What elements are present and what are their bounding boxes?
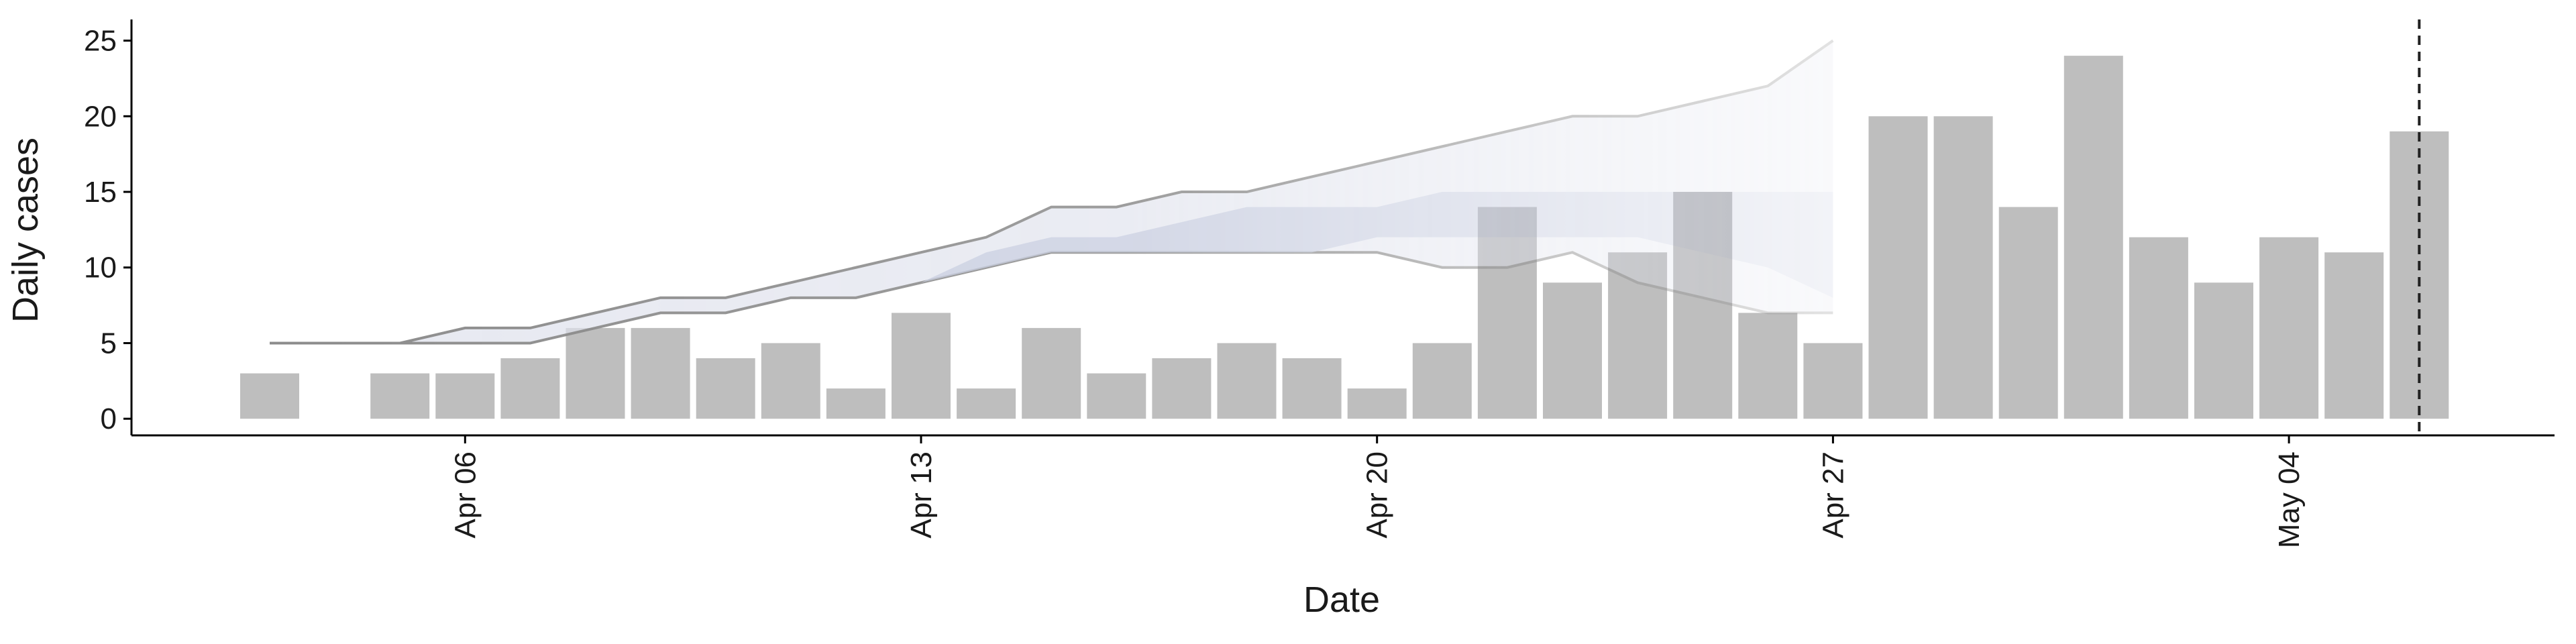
- band-fill: [921, 192, 1833, 298]
- band-upper-line: [270, 39, 1834, 345]
- bar: [1217, 343, 1277, 419]
- bar: [1152, 358, 1212, 419]
- bar: [2324, 252, 2384, 419]
- bar: [1738, 313, 1798, 419]
- y-axis-label: Daily cases: [5, 138, 46, 323]
- bar: [826, 388, 885, 419]
- x-tick-label: May 04: [2273, 451, 2306, 548]
- x-tick-label: Apr 27: [1817, 451, 1849, 539]
- bar: [1282, 358, 1342, 419]
- bar: [2390, 131, 2449, 419]
- bar: [1347, 388, 1407, 419]
- bar: [631, 327, 690, 419]
- bar: [435, 373, 495, 419]
- bar: [1868, 116, 1928, 419]
- bar: [1412, 343, 1472, 419]
- x-tick-label: Apr 20: [1361, 451, 1394, 539]
- x-tick-label: Apr 06: [449, 451, 482, 539]
- bar: [500, 358, 560, 419]
- y-tick-label: 25: [84, 25, 117, 58]
- y-tick-label: 0: [101, 402, 117, 435]
- bar: [370, 373, 430, 419]
- y-tick-label: 20: [84, 100, 117, 133]
- bar: [1022, 327, 1081, 419]
- bar: [240, 373, 299, 419]
- y-tick-label: 10: [84, 252, 117, 284]
- bar: [1087, 373, 1146, 419]
- y-tick-label: 5: [101, 327, 117, 360]
- bar: [761, 343, 820, 419]
- projection: [270, 39, 1834, 345]
- bar: [1543, 282, 1602, 419]
- bar: [2063, 56, 2123, 419]
- y-tick-label: 15: [84, 176, 117, 209]
- bar: [696, 358, 755, 419]
- bar: [2194, 282, 2253, 419]
- bar: [2129, 237, 2188, 419]
- bar: [1933, 116, 1993, 419]
- bar: [2259, 237, 2319, 419]
- x-axis-label: Date: [1303, 580, 1380, 620]
- bar: [892, 313, 951, 419]
- bar: [566, 327, 625, 419]
- bar: [1803, 343, 1863, 419]
- x-tick-label: Apr 13: [905, 451, 938, 539]
- bar: [1998, 207, 2058, 419]
- bar: [957, 388, 1016, 419]
